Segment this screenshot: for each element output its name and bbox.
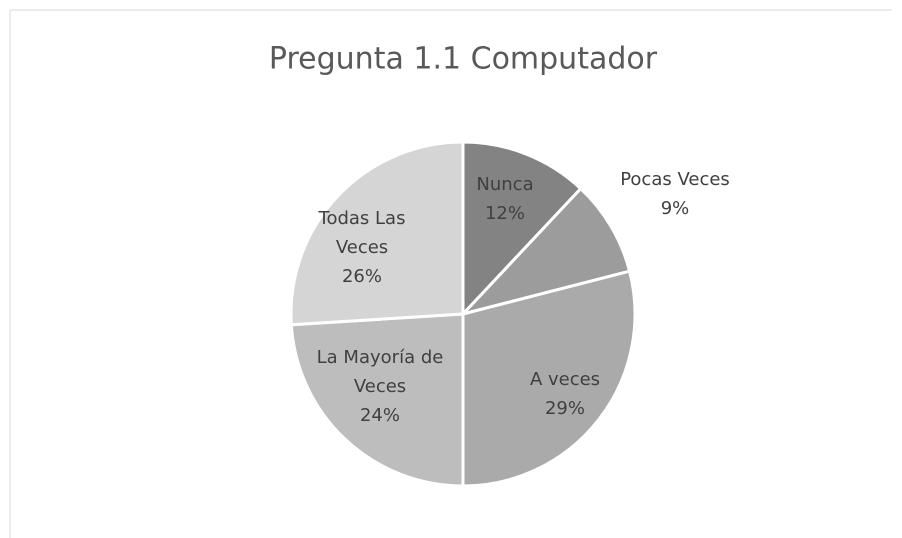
category-label: A veces xyxy=(530,369,600,390)
category-label: Pocas Veces xyxy=(620,169,730,190)
category-label: La Mayoría de Veces xyxy=(317,347,444,397)
category-label-line: Nunca xyxy=(476,174,533,195)
pie-slice xyxy=(461,269,637,488)
category-label-line: Pocas Veces xyxy=(620,169,730,190)
category-label-line: Veces xyxy=(354,376,406,397)
value-label: 24% xyxy=(360,405,400,426)
category-label-line: Veces xyxy=(336,237,388,258)
value-label: 29% xyxy=(545,398,585,419)
pie-slice xyxy=(289,140,465,327)
value-label: 9% xyxy=(661,198,690,219)
category-label: Nunca xyxy=(476,174,533,195)
category-label-line: La Mayoría de xyxy=(317,347,444,368)
category-label: Todas Las Veces xyxy=(318,208,406,258)
value-label: 12% xyxy=(485,203,525,224)
category-label-line: Todas Las xyxy=(318,208,406,229)
category-label-line: A veces xyxy=(530,369,600,390)
chart-title: Pregunta 1.1 Computador xyxy=(269,42,658,77)
pie-slice xyxy=(458,186,632,317)
pie-slice xyxy=(461,140,583,318)
pie-slice xyxy=(289,312,465,488)
value-label: 26% xyxy=(342,266,382,287)
